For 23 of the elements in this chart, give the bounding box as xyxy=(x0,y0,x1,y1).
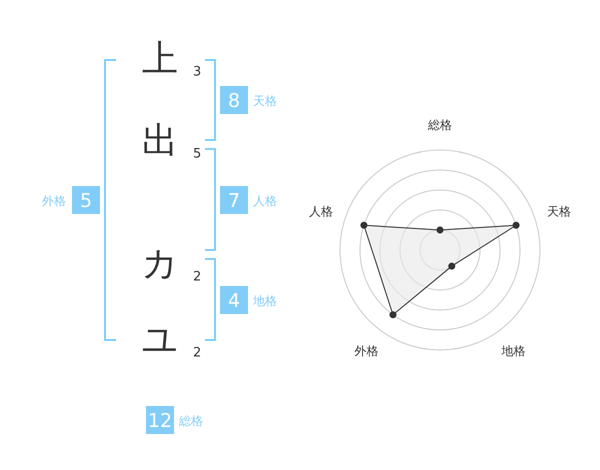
data-label: 12 xyxy=(148,410,172,432)
data-label: 2 xyxy=(193,346,202,360)
category-label: 外格 xyxy=(42,194,66,208)
category-label: 上 xyxy=(142,38,178,80)
data-label: 4 xyxy=(228,290,240,312)
spoke-label: 人格 xyxy=(309,204,334,218)
data-label: 8 xyxy=(228,90,240,112)
spoke-label: 地格 xyxy=(500,344,526,358)
data-label: 2 xyxy=(193,270,202,284)
data-label: 3 xyxy=(193,64,202,80)
category-label: 総格 xyxy=(178,414,203,428)
category-label: 人格 xyxy=(253,194,277,208)
data-label: 7 xyxy=(228,190,240,212)
category-label: カ xyxy=(142,244,178,284)
spoke-label: 外格 xyxy=(354,344,379,358)
data-label: 5 xyxy=(80,190,92,212)
spoke-label: 総格 xyxy=(427,118,452,132)
category-label: 出 xyxy=(142,120,178,162)
data-label: 5 xyxy=(193,146,202,162)
category-label: ユ xyxy=(142,320,178,360)
spoke-label: 天格 xyxy=(546,204,571,218)
category-label: 天格 xyxy=(253,94,277,108)
category-label: 地格 xyxy=(252,294,277,308)
